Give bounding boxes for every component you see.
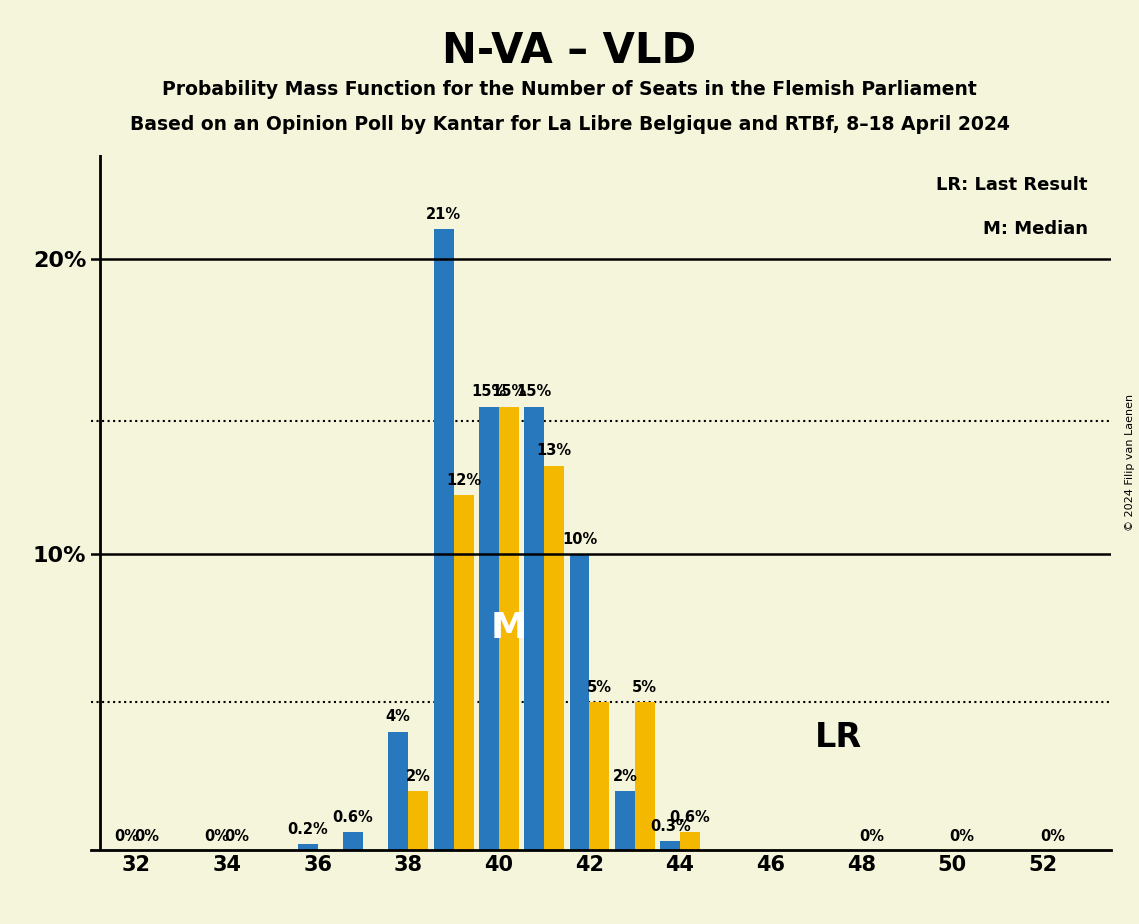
Text: 2%: 2% [613, 769, 638, 784]
Bar [478, 407, 499, 850]
Text: 10%: 10% [562, 532, 597, 547]
Text: 15%: 15% [517, 384, 552, 399]
Text: 2%: 2% [405, 769, 431, 784]
Bar [499, 407, 519, 850]
Text: 0.6%: 0.6% [333, 810, 374, 825]
Text: 0.2%: 0.2% [287, 821, 328, 837]
Bar [343, 833, 363, 850]
Bar [544, 466, 564, 850]
Bar [453, 495, 474, 850]
Text: Probability Mass Function for the Number of Seats in the Flemish Parliament: Probability Mass Function for the Number… [162, 80, 977, 100]
Bar [661, 841, 680, 850]
Text: © 2024 Filip van Laenen: © 2024 Filip van Laenen [1125, 394, 1134, 530]
Text: 0%: 0% [205, 829, 230, 844]
Text: 0%: 0% [1040, 829, 1065, 844]
Text: N-VA – VLD: N-VA – VLD [442, 30, 697, 71]
Bar [634, 702, 655, 850]
Text: 15%: 15% [491, 384, 526, 399]
Text: 0%: 0% [950, 829, 975, 844]
Text: 0%: 0% [224, 829, 249, 844]
Text: 0%: 0% [134, 829, 159, 844]
Text: M: M [491, 612, 527, 645]
Bar [524, 407, 544, 850]
Bar [297, 845, 318, 850]
Text: 5%: 5% [587, 680, 612, 695]
Text: 4%: 4% [386, 710, 411, 724]
Text: 5%: 5% [632, 680, 657, 695]
Bar [590, 702, 609, 850]
Text: 0.3%: 0.3% [649, 819, 690, 833]
Bar [434, 229, 453, 850]
Text: 12%: 12% [446, 473, 481, 488]
Text: 0%: 0% [859, 829, 884, 844]
Text: 21%: 21% [426, 207, 461, 222]
Bar [408, 791, 428, 850]
Text: 15%: 15% [472, 384, 507, 399]
Bar [680, 833, 700, 850]
Text: 0.6%: 0.6% [670, 810, 711, 825]
Text: 0%: 0% [114, 829, 139, 844]
Bar [570, 554, 590, 850]
Text: M: Median: M: Median [983, 220, 1088, 238]
Text: LR: LR [816, 722, 862, 754]
Text: Based on an Opinion Poll by Kantar for La Libre Belgique and RTBf, 8–18 April 20: Based on an Opinion Poll by Kantar for L… [130, 116, 1009, 135]
Text: 13%: 13% [536, 444, 572, 458]
Bar [388, 732, 408, 850]
Text: LR: Last Result: LR: Last Result [936, 176, 1088, 194]
Bar [615, 791, 634, 850]
